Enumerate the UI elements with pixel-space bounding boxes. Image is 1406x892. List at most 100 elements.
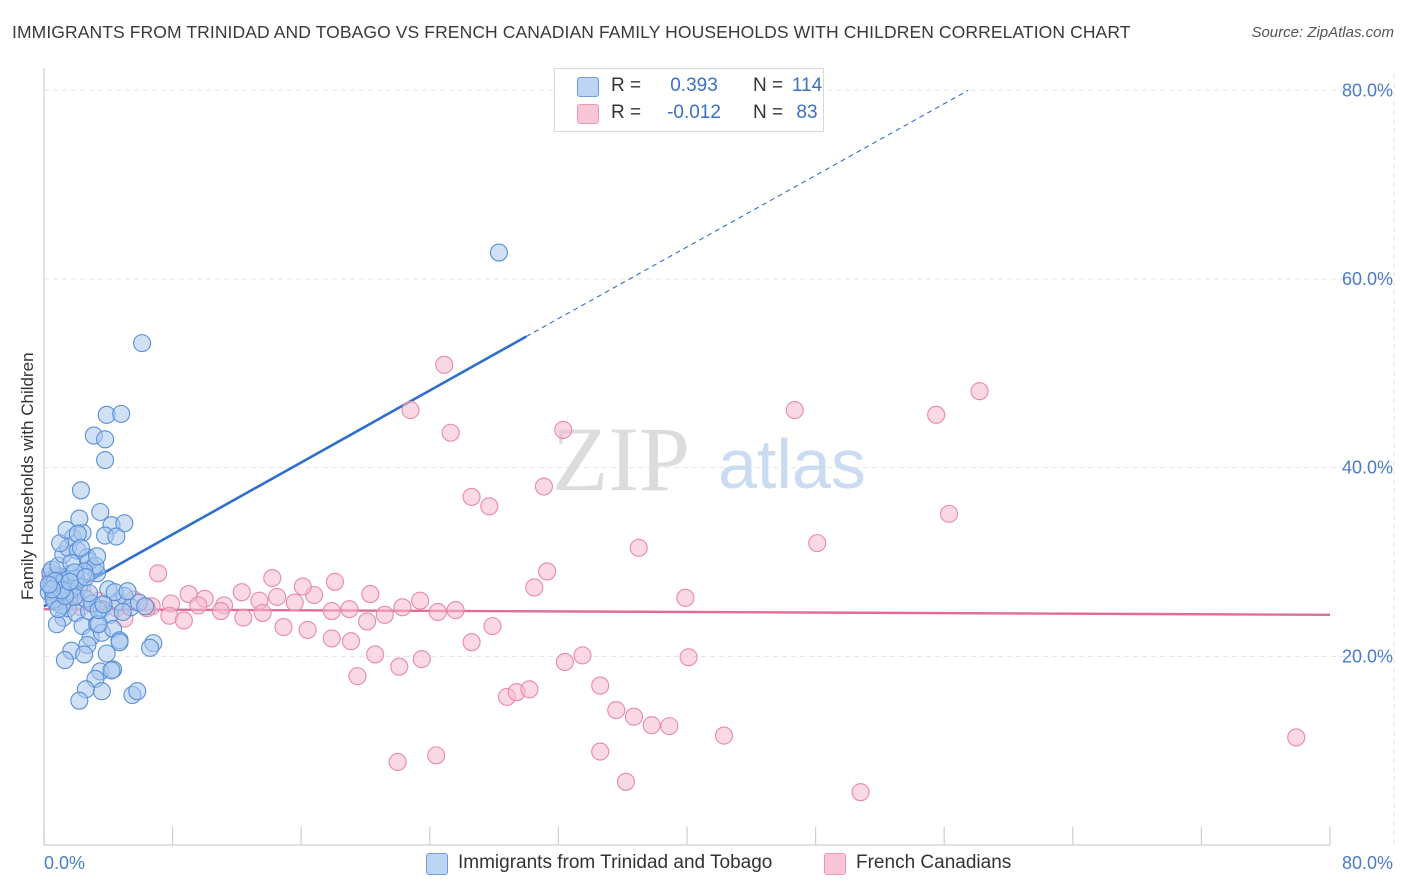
french-canadians-point xyxy=(322,629,341,648)
correlation-legend: R = 0.393 N = 114 R = -0.012 N = 83 xyxy=(554,68,824,132)
french-canadians-point xyxy=(174,611,193,630)
french-canadians-point xyxy=(970,382,989,401)
french-canadians-point xyxy=(253,603,272,622)
trinidad-tobago-point xyxy=(113,602,132,622)
french-canadians-point xyxy=(555,652,574,672)
french-canadians-point xyxy=(629,538,648,557)
y-tick-label: 40.0% xyxy=(1342,458,1393,478)
french-canadians-point xyxy=(348,667,367,686)
french-canadians-point xyxy=(149,564,168,583)
trinidad-tobago-point xyxy=(115,514,134,533)
trinidad-tobago-trend-line xyxy=(43,335,527,608)
french-canadians-point xyxy=(189,596,208,615)
x-tick-label-min: 0.0% xyxy=(44,853,85,873)
french-canadians-point xyxy=(232,583,251,602)
series-name: Immigrants from Trinidad and Tobago xyxy=(458,852,773,873)
french-canadians-point xyxy=(591,742,610,761)
french-canadians-point xyxy=(624,707,644,726)
french-canadians-point xyxy=(263,568,282,588)
trinidad-tobago-point xyxy=(112,404,131,423)
pink-swatch xyxy=(577,104,599,124)
french-canadians-point xyxy=(808,534,827,553)
french-canadians-point xyxy=(234,608,253,627)
french-canadians-point xyxy=(390,657,409,676)
trinidad-tobago-point xyxy=(60,572,79,591)
tick-labels: 20.0% 40.0% 60.0% 80.0% 0.0% 80.0% xyxy=(44,80,1393,873)
french-canadians-point xyxy=(520,680,539,699)
trinidad-tobago-point xyxy=(128,682,147,701)
trinidad-tobago-point xyxy=(102,661,121,680)
french-canadians-point xyxy=(341,632,361,651)
y-tick-label: 80.0% xyxy=(1342,80,1393,100)
french-canadians-point xyxy=(642,716,661,735)
trinidad-tobago-point xyxy=(94,595,113,614)
y-tick-label: 60.0% xyxy=(1342,269,1393,289)
trinidad-tobago-point xyxy=(71,538,91,557)
french-canadians-point xyxy=(411,591,430,610)
french-canadians-point xyxy=(607,701,626,720)
trinidad-tobago-point xyxy=(92,682,111,701)
trinidad-tobago-point xyxy=(76,568,95,587)
french-canadians-point xyxy=(591,676,610,695)
french-canadians-point xyxy=(676,588,695,607)
trinidad-tobago-point xyxy=(70,691,89,710)
french-canadians-point xyxy=(679,648,698,667)
french-canadians-point xyxy=(851,783,870,802)
trinidad-tobago-point xyxy=(87,547,107,566)
french-canadians-point xyxy=(268,587,287,606)
r-label: R = xyxy=(611,102,642,123)
trinidad-tobago-point xyxy=(107,527,126,546)
french-canadians-point xyxy=(446,601,465,620)
trinidad-tobago-point xyxy=(96,451,115,470)
french-canadians-point xyxy=(366,645,385,664)
watermark-zip: ZIP xyxy=(552,408,690,510)
french-canadians-point xyxy=(554,420,573,439)
french-canadians-point xyxy=(412,650,431,669)
y-tick-label: 20.0% xyxy=(1342,646,1393,666)
gridlines xyxy=(44,74,1395,845)
trinidad-tobago-point xyxy=(70,509,89,528)
french-canadians-point xyxy=(939,504,959,523)
french-canadians-point xyxy=(483,617,502,636)
trend-lines xyxy=(43,89,1331,617)
trinidad-tobago-point xyxy=(133,334,152,353)
pink-swatch xyxy=(824,853,846,875)
trinidad-tobago-point xyxy=(75,645,94,664)
french-canadians-point xyxy=(714,726,734,745)
french-canadians-point xyxy=(285,593,304,612)
french-canadians-point xyxy=(525,578,544,597)
french-canadians-point xyxy=(480,497,499,516)
trinidad-tobago-point xyxy=(141,638,160,657)
french-canadians-point xyxy=(616,772,635,791)
trinidad-tobago-point xyxy=(110,633,129,652)
trinidad-tobago-point xyxy=(96,430,115,449)
n-value: 83 xyxy=(796,102,818,123)
trinidad-tobago-point xyxy=(136,597,155,616)
trinidad-tobago-point xyxy=(47,615,66,634)
french-canadians-point xyxy=(274,618,293,637)
french-canadians-point xyxy=(340,600,359,619)
trinidad-tobago-point xyxy=(97,644,116,663)
french-canadians-point xyxy=(388,752,407,772)
n-value: 114 xyxy=(791,75,823,96)
french-canadians-point xyxy=(534,477,553,496)
french-canadians-point xyxy=(361,585,380,604)
trinidad-tobago-points xyxy=(39,243,508,710)
trinidad-tobago-point xyxy=(71,481,91,500)
trinidad-tobago-point xyxy=(91,502,110,522)
french-canadians-point xyxy=(375,605,394,624)
n-label: N = xyxy=(753,75,784,96)
french-canadians-point xyxy=(462,487,481,506)
trinidad-tobago-point xyxy=(118,582,137,601)
french-canadians-point xyxy=(441,423,460,442)
trinidad-tobago-point xyxy=(39,575,58,594)
r-value: 0.393 xyxy=(670,75,718,96)
source-credit: Source: ZipAtlas.com xyxy=(1251,24,1394,41)
french-canadians-point xyxy=(293,577,312,596)
french-canadians-point xyxy=(538,562,557,581)
watermark-atlas: atlas xyxy=(718,425,866,503)
french-canadians-point xyxy=(393,598,412,617)
french-canadians-point xyxy=(325,572,345,591)
r-label: R = xyxy=(611,75,642,96)
